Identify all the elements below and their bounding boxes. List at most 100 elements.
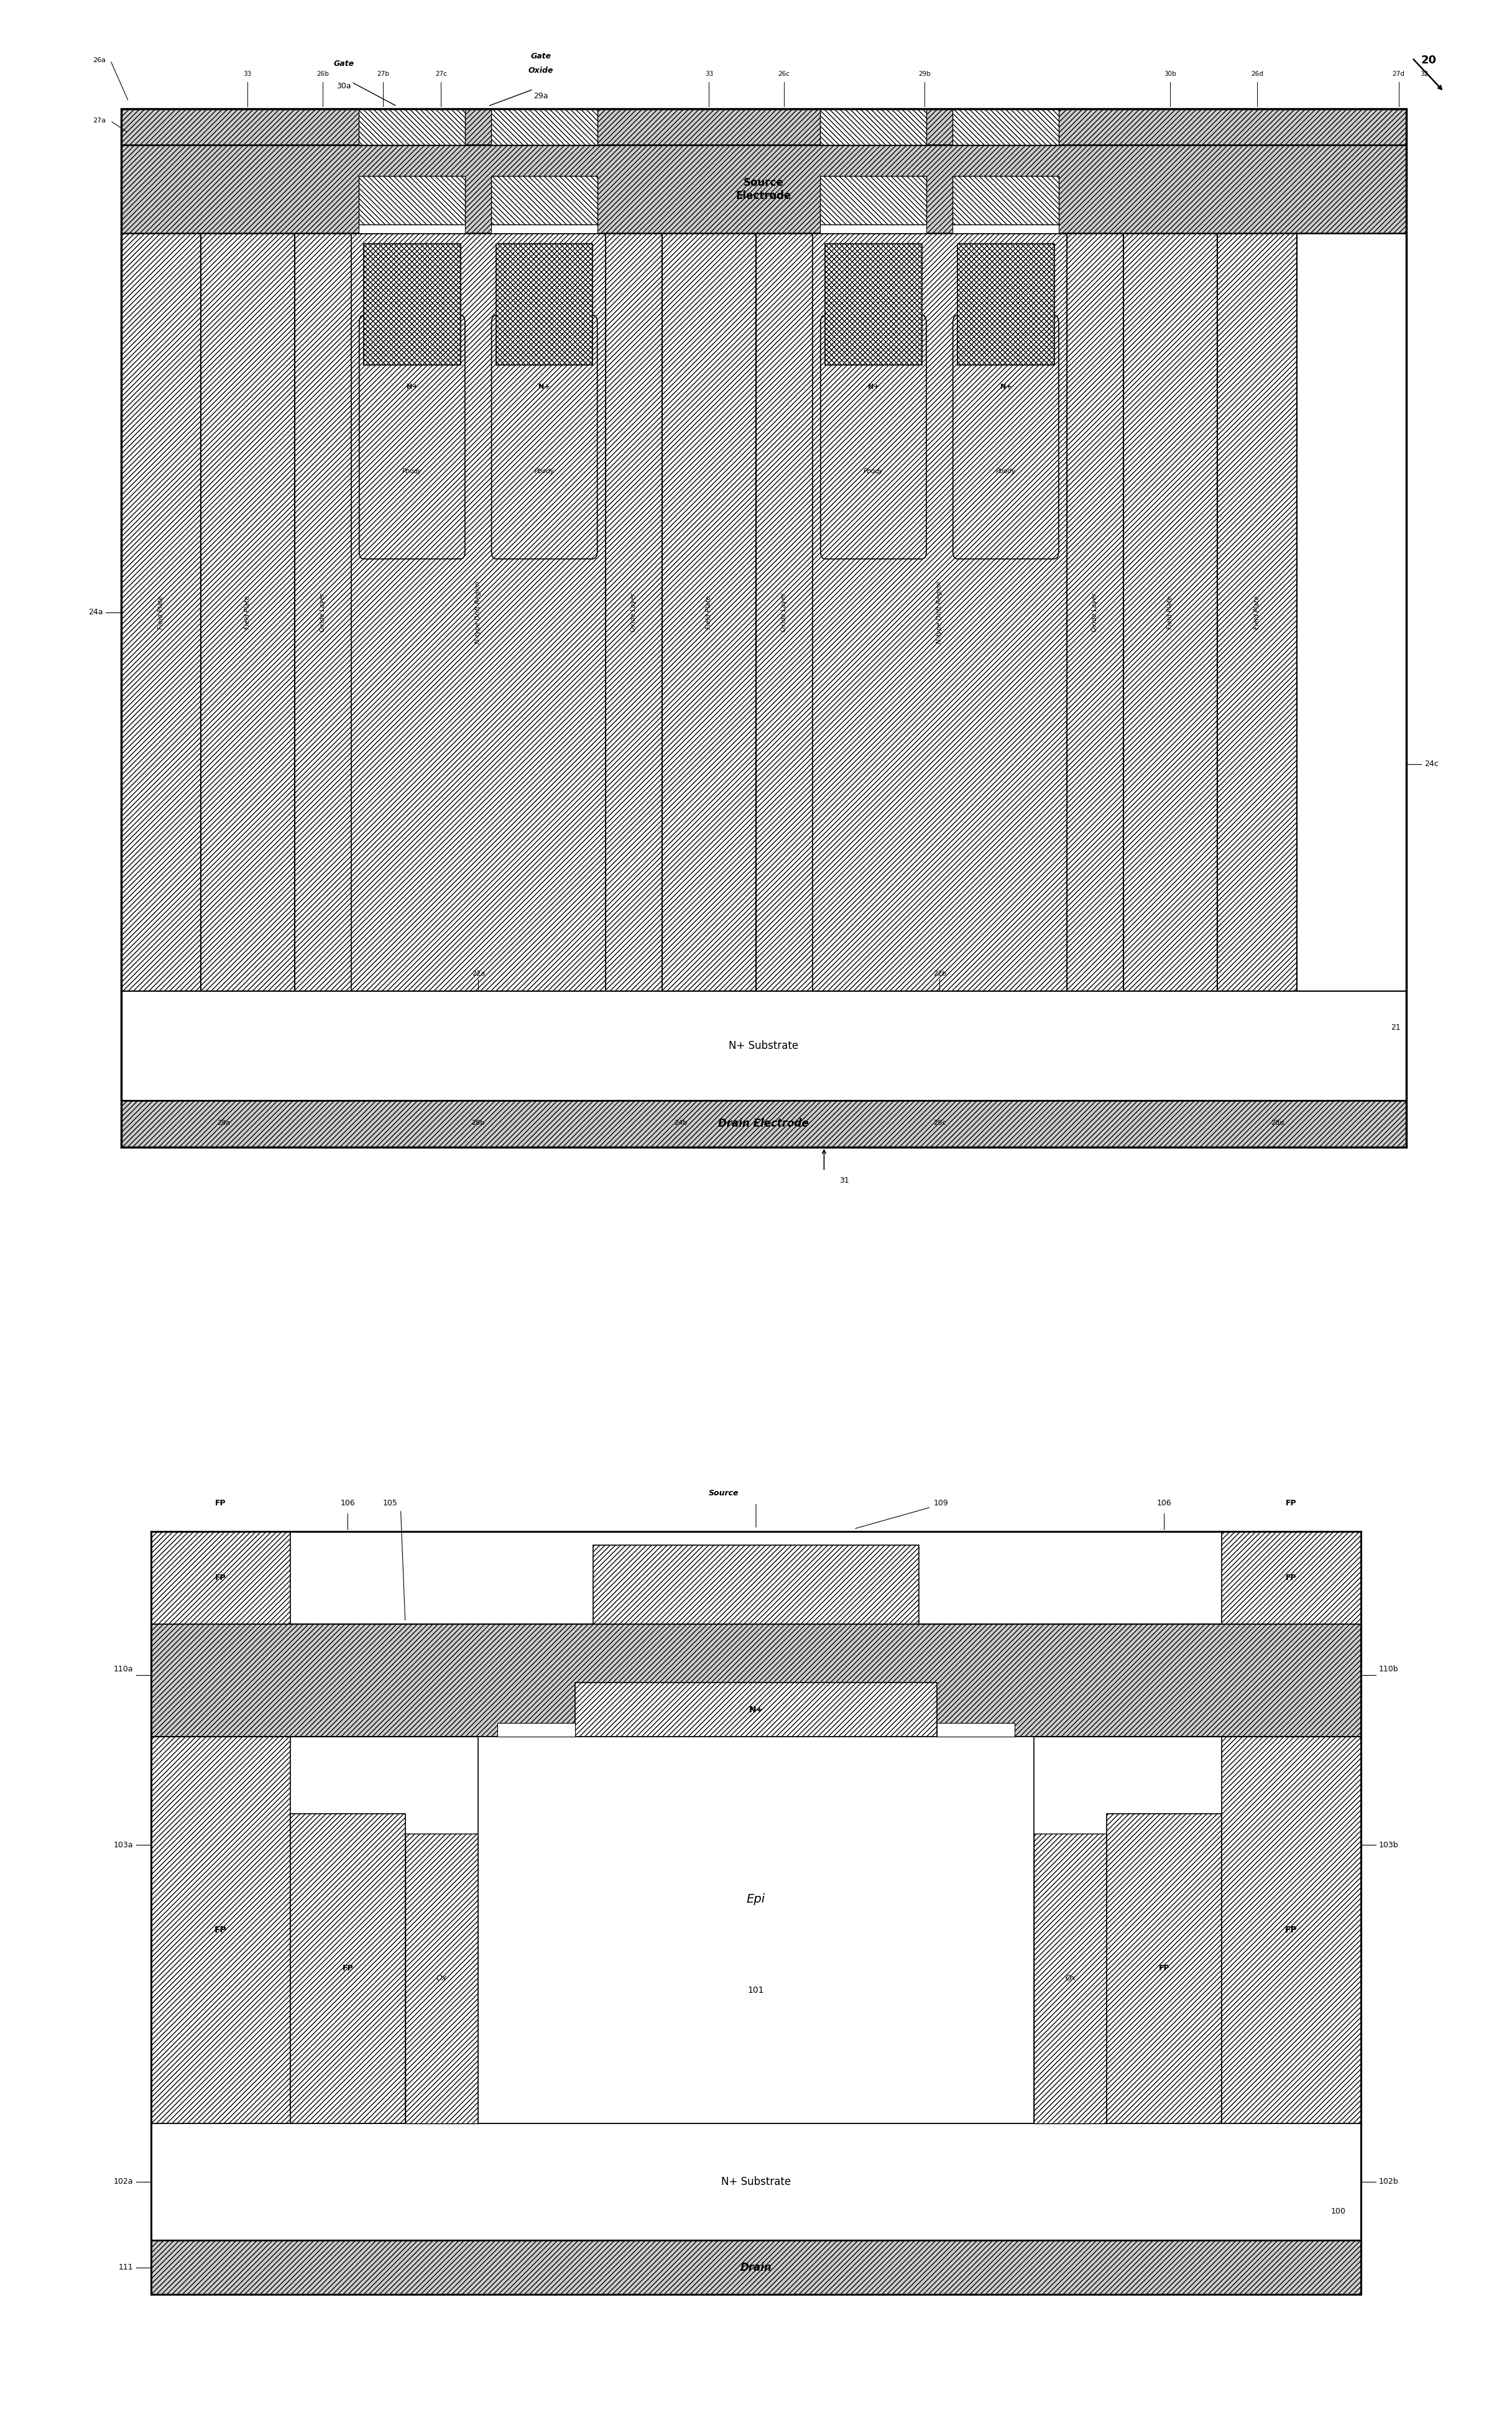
Text: Drain: Drain bbox=[741, 2263, 771, 2273]
Text: Ox: Ox bbox=[1064, 1973, 1077, 1983]
Text: Field Plate: Field Plate bbox=[245, 597, 251, 630]
Text: N+: N+ bbox=[538, 384, 550, 389]
FancyBboxPatch shape bbox=[491, 316, 597, 558]
Text: Source: Source bbox=[709, 1490, 738, 1497]
Text: 30b: 30b bbox=[1164, 70, 1176, 77]
Text: 27c: 27c bbox=[435, 70, 448, 77]
Text: 26a: 26a bbox=[92, 58, 106, 63]
Bar bbox=[1034, 1833, 1107, 2123]
Text: FP: FP bbox=[1285, 1500, 1297, 1507]
Bar bbox=[826, 244, 922, 365]
Text: N+: N+ bbox=[868, 384, 878, 389]
Text: Pbody: Pbody bbox=[534, 469, 555, 476]
Text: Field Plate: Field Plate bbox=[1167, 597, 1173, 630]
Text: 29a: 29a bbox=[534, 92, 547, 99]
Text: 26b: 26b bbox=[316, 70, 330, 77]
Text: Oxide Layer: Oxide Layer bbox=[631, 594, 637, 633]
Bar bbox=[1107, 1814, 1222, 2123]
Text: Gate: Gate bbox=[334, 60, 354, 68]
Text: FP: FP bbox=[215, 1575, 227, 1582]
Text: 20: 20 bbox=[1421, 56, 1436, 65]
Bar bbox=[812, 234, 1067, 990]
Text: 102b: 102b bbox=[1379, 2178, 1399, 2186]
Text: Pbody: Pbody bbox=[863, 469, 883, 476]
Bar bbox=[121, 234, 201, 990]
Bar bbox=[1067, 234, 1123, 990]
Text: N-type Drift Region: N-type Drift Region bbox=[936, 582, 943, 642]
Bar bbox=[496, 244, 593, 365]
Text: N-type Drift Region: N-type Drift Region bbox=[475, 582, 481, 642]
Bar bbox=[364, 244, 461, 365]
Text: Epi: Epi bbox=[747, 1893, 765, 1905]
Bar bbox=[290, 1814, 405, 2123]
Text: Oxide Layer: Oxide Layer bbox=[319, 594, 327, 633]
Bar bbox=[605, 234, 662, 990]
Text: 29b: 29b bbox=[918, 70, 931, 77]
Text: FP: FP bbox=[215, 1500, 227, 1507]
Bar bbox=[1123, 234, 1217, 990]
Text: Field Plate: Field Plate bbox=[157, 597, 163, 630]
Bar bbox=[478, 1736, 1034, 2123]
Text: 102a: 102a bbox=[113, 2178, 133, 2186]
Text: Field Plate: Field Plate bbox=[706, 597, 712, 630]
Text: Ox: Ox bbox=[435, 1973, 448, 1983]
Bar bbox=[121, 109, 1406, 1147]
Text: N+: N+ bbox=[748, 1705, 764, 1715]
Bar bbox=[151, 1736, 1361, 2123]
Text: 31: 31 bbox=[839, 1176, 848, 1183]
Text: Drain Electrode: Drain Electrode bbox=[718, 1118, 809, 1130]
Text: N+ Substrate: N+ Substrate bbox=[729, 1041, 798, 1051]
Bar bbox=[358, 225, 466, 234]
Bar bbox=[121, 109, 1406, 145]
Text: 30a: 30a bbox=[337, 82, 351, 89]
Bar bbox=[491, 176, 597, 225]
Text: 28a: 28a bbox=[218, 1121, 230, 1125]
Bar bbox=[821, 109, 927, 145]
Text: Oxide: Oxide bbox=[528, 68, 553, 75]
Text: FP: FP bbox=[1285, 1575, 1297, 1582]
Text: Source
Electrode: Source Electrode bbox=[736, 176, 791, 200]
Bar bbox=[151, 1531, 290, 1625]
Bar bbox=[491, 109, 597, 145]
Bar bbox=[821, 225, 927, 234]
Bar bbox=[1222, 1736, 1361, 2123]
Bar bbox=[575, 1683, 937, 1736]
Text: 110a: 110a bbox=[113, 1666, 133, 1674]
Bar bbox=[937, 1724, 1015, 1736]
Text: 110b: 110b bbox=[1379, 1666, 1399, 1674]
Bar bbox=[953, 176, 1058, 225]
Bar bbox=[121, 990, 1406, 1101]
Bar bbox=[953, 109, 1058, 145]
Text: N+: N+ bbox=[407, 384, 417, 389]
Bar bbox=[497, 1724, 575, 1736]
Text: 33: 33 bbox=[243, 70, 251, 77]
Bar bbox=[151, 1736, 290, 2123]
Bar bbox=[358, 109, 466, 145]
Text: FP: FP bbox=[215, 1925, 227, 1934]
Text: 21: 21 bbox=[1391, 1024, 1400, 1031]
Text: Pbody: Pbody bbox=[996, 469, 1016, 476]
Text: Pbody: Pbody bbox=[402, 469, 422, 476]
Text: N+: N+ bbox=[999, 384, 1012, 389]
Bar bbox=[358, 176, 466, 225]
Text: 24c: 24c bbox=[1424, 761, 1438, 768]
Bar bbox=[1222, 1531, 1361, 1625]
Bar bbox=[151, 1531, 1361, 2294]
Text: FP: FP bbox=[1285, 1925, 1297, 1934]
Text: FP: FP bbox=[342, 1963, 354, 1973]
FancyBboxPatch shape bbox=[821, 316, 927, 558]
Text: 109: 109 bbox=[934, 1500, 948, 1507]
Text: 101: 101 bbox=[748, 1985, 764, 1995]
Text: 103a: 103a bbox=[113, 1840, 133, 1850]
Bar bbox=[953, 225, 1058, 234]
Text: 26d: 26d bbox=[1250, 70, 1263, 77]
Text: 27b: 27b bbox=[376, 70, 389, 77]
Bar bbox=[593, 1546, 919, 1625]
Text: 27d: 27d bbox=[1393, 70, 1405, 77]
Bar bbox=[821, 176, 927, 225]
Text: 105: 105 bbox=[383, 1500, 398, 1507]
FancyBboxPatch shape bbox=[360, 316, 466, 558]
Text: N+ Substrate: N+ Substrate bbox=[721, 2176, 791, 2188]
Text: 28b: 28b bbox=[472, 1121, 485, 1125]
Text: 106: 106 bbox=[340, 1500, 355, 1507]
